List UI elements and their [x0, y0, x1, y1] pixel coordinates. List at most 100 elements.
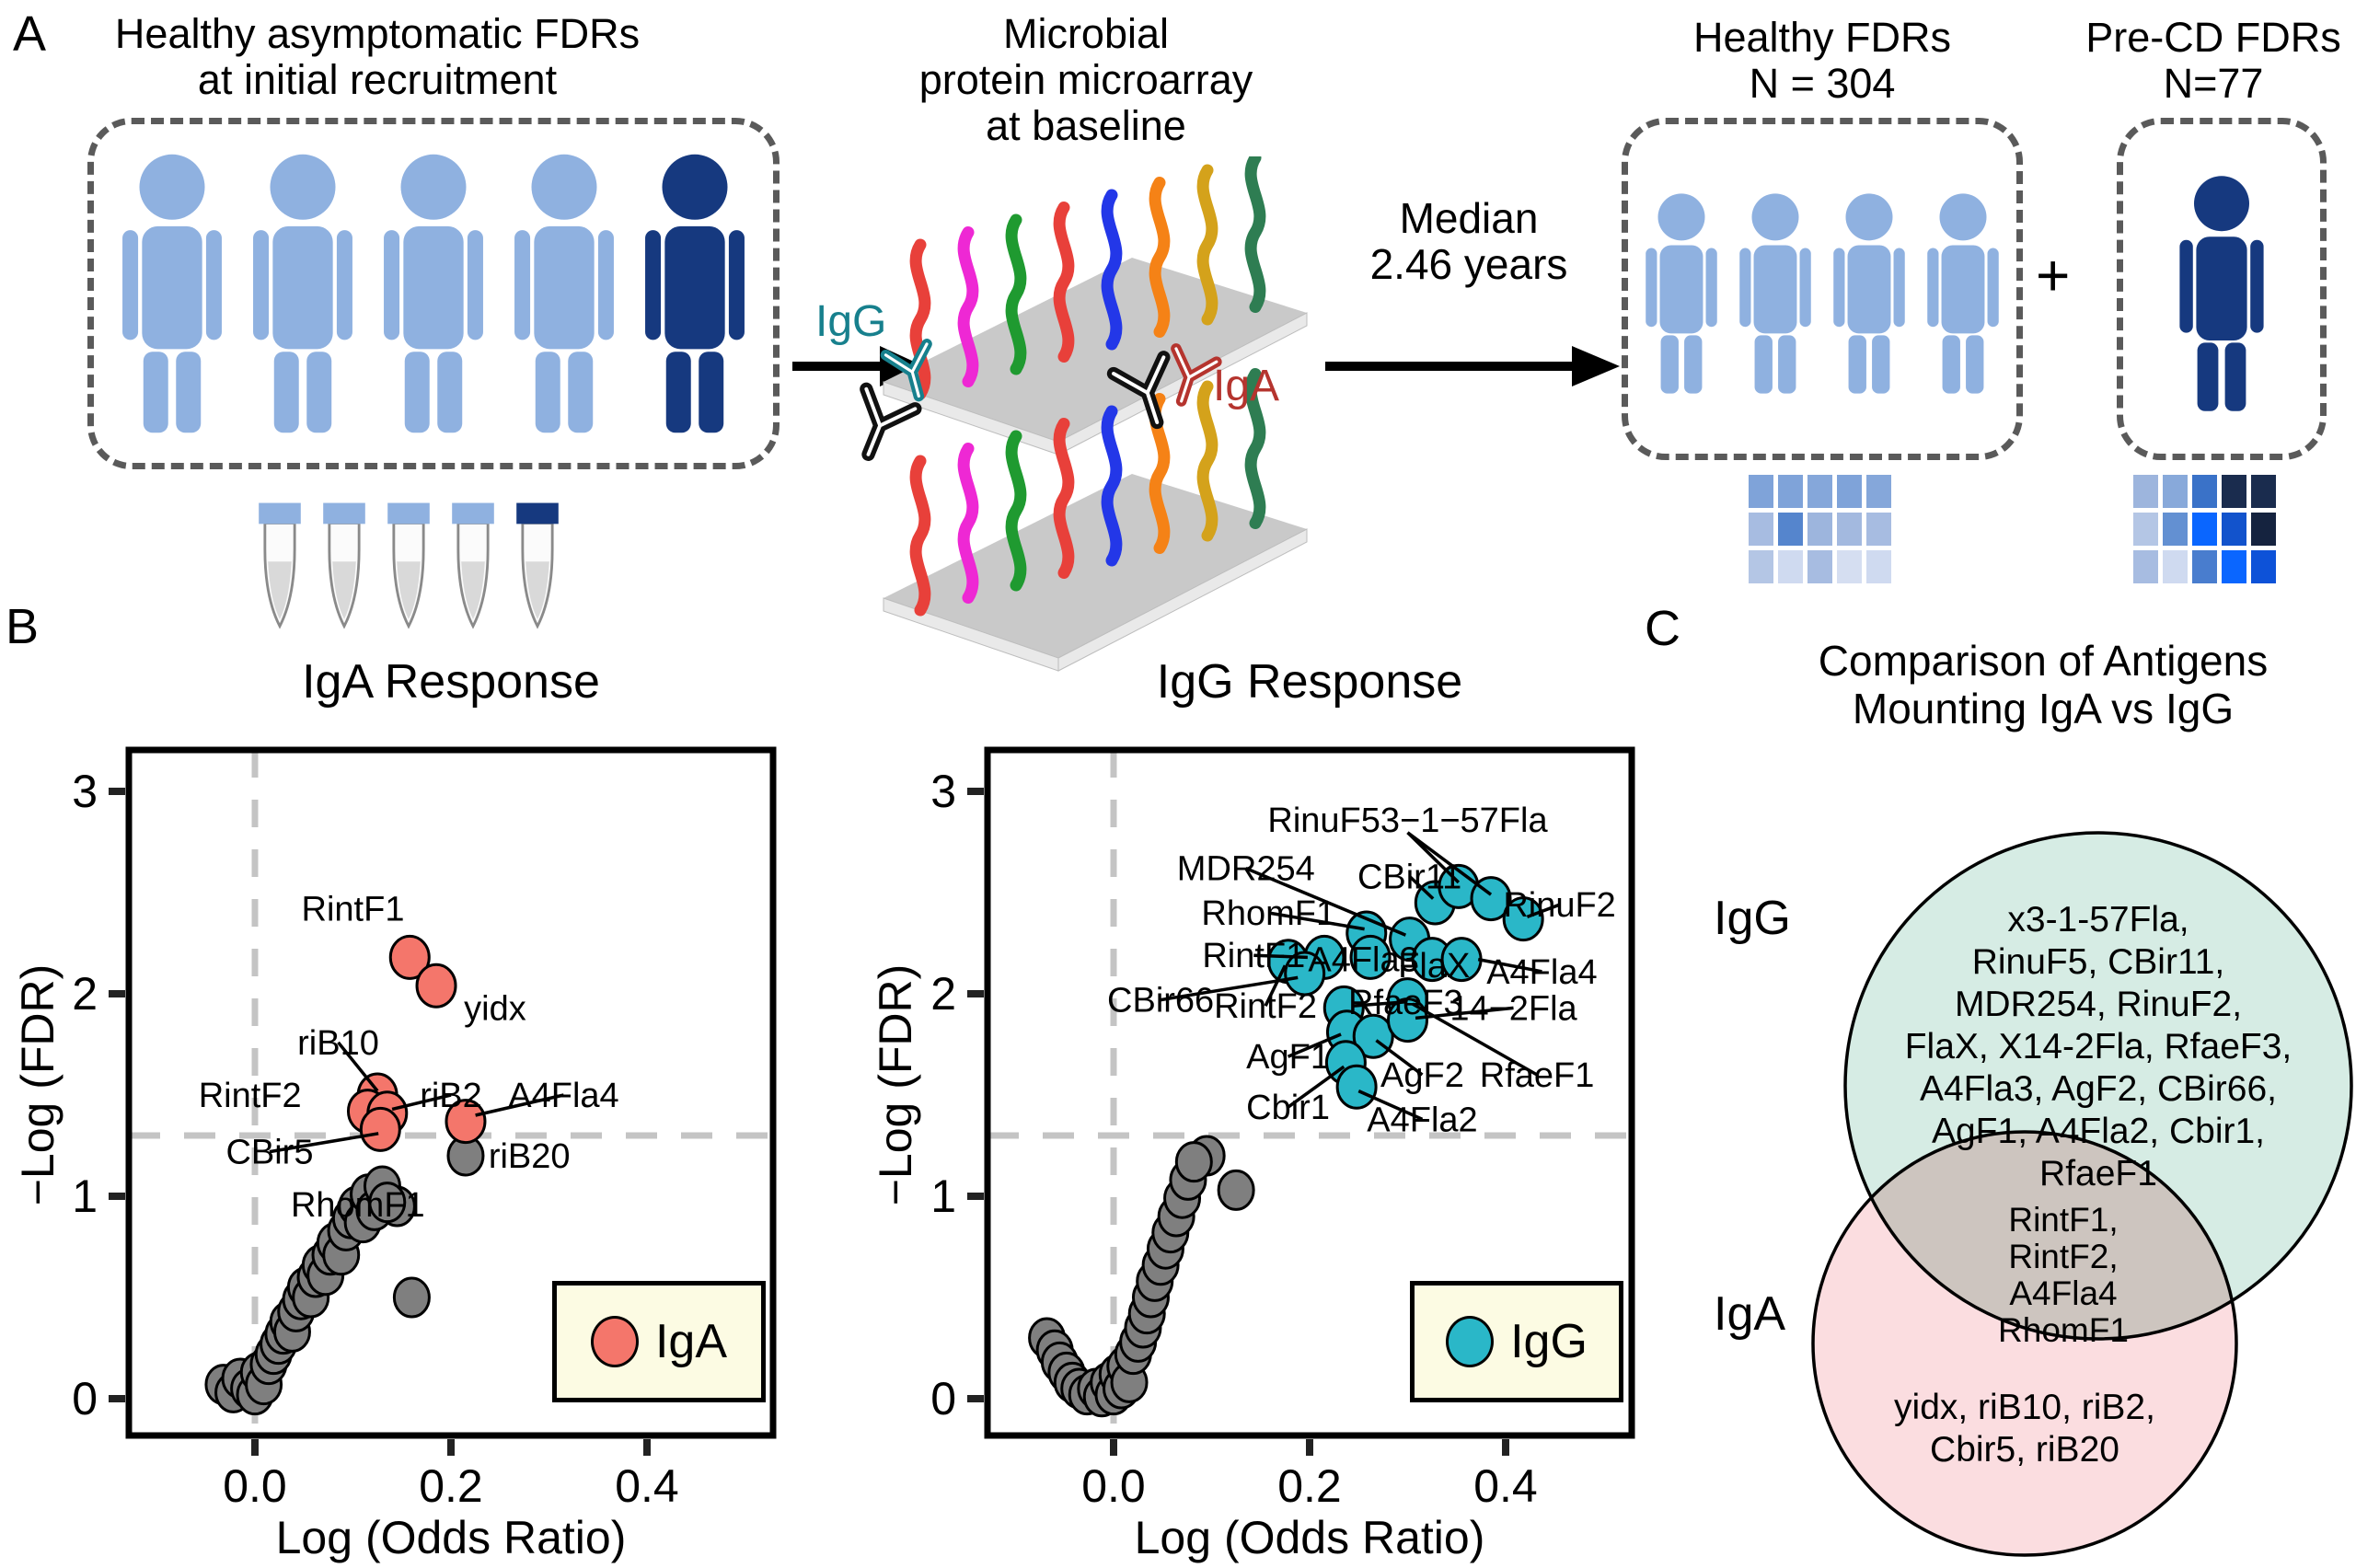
- venn-igg-text-line: AgF1, A4Fla2, Cbir1,: [1932, 1112, 2265, 1151]
- significant-point: [1284, 951, 1326, 997]
- x-tick-label: 0.2: [1277, 1460, 1342, 1512]
- person-icon: [514, 154, 614, 433]
- y-tick-label: 3: [72, 766, 98, 817]
- venn-igg-text-line: RinuF5, CBir11,: [1972, 942, 2225, 982]
- heatmap-cell: [2133, 513, 2158, 546]
- median-text: Median 2.46 years: [1314, 195, 1623, 287]
- tube-outline: [392, 521, 425, 629]
- heatmap-cell: [2192, 550, 2217, 583]
- person-part: [2179, 239, 2193, 333]
- median-line1: Median: [1399, 194, 1539, 242]
- tube-cap: [259, 502, 301, 525]
- person-part: [568, 352, 594, 433]
- heatmap-cell: [1778, 513, 1803, 546]
- iga-legend-label: IgA: [654, 1315, 728, 1368]
- venn-iga-label: IgA: [1714, 1287, 1786, 1341]
- point-label: yidx: [464, 989, 526, 1028]
- heatmap-cell: [1837, 550, 1862, 583]
- point-label: 14−2Fla: [1449, 989, 1577, 1028]
- plot-title: IgA Response: [302, 655, 600, 709]
- tube-liquid: [525, 561, 549, 619]
- precd-fdrs-title: Pre-CD FDRs N=77: [2071, 15, 2356, 107]
- person-part: [1751, 193, 1799, 241]
- tube-outline: [328, 521, 361, 629]
- person-part: [1941, 245, 1985, 334]
- person-part: [1987, 248, 1999, 328]
- person-part: [534, 225, 595, 350]
- antibody-icon: [1106, 351, 1171, 430]
- point-label: A4Fla4: [1486, 953, 1597, 992]
- y-tick-label: 1: [930, 1170, 956, 1222]
- protein-strand: [909, 455, 931, 617]
- heatmap-cell: [2192, 513, 2217, 546]
- tube-cap: [452, 502, 494, 525]
- igg-legend: IgG: [1410, 1281, 1623, 1402]
- label-leader: [1408, 875, 1435, 900]
- label-leader: [1245, 866, 1407, 937]
- label-leader: [1526, 903, 1561, 919]
- person-part: [467, 230, 483, 340]
- heatmap-cell: [1866, 475, 1891, 508]
- label-leader: [1253, 953, 1308, 960]
- x-tick-label: 0.2: [419, 1460, 483, 1512]
- label-leader: [1264, 964, 1287, 1007]
- label-leader: [1357, 1090, 1424, 1121]
- igg-legend-dot: [1446, 1316, 1495, 1367]
- person-part: [384, 230, 400, 340]
- tube-liquid: [332, 561, 356, 619]
- point-label: CBir11: [1357, 858, 1461, 896]
- antibody-highlight: [884, 342, 929, 398]
- person-part: [122, 230, 139, 340]
- antibody-highlight: [1174, 347, 1218, 403]
- venn-igg-text-line: MDR254, RinuF2,: [1955, 985, 2242, 1024]
- antibody-icon: [1171, 343, 1222, 407]
- venn-igg-text-line: x3-1-57Fla,: [2007, 900, 2189, 940]
- arrow-head: [1572, 346, 1620, 386]
- significant-point: [1335, 1064, 1378, 1110]
- point-label: RfaeF1: [1480, 1056, 1595, 1095]
- y-tick-label: 0: [72, 1373, 98, 1424]
- venn-igg-text-line: A4Fla3, AgF2, CBir66,: [1920, 1069, 2277, 1109]
- person-part: [1845, 193, 1893, 241]
- protein-strand: [1053, 418, 1075, 579]
- person-part: [1893, 248, 1905, 328]
- person-part: [1646, 248, 1657, 328]
- heatmap-cell: [2222, 475, 2246, 508]
- venn-overlap: [1845, 1132, 2236, 1339]
- venn-igg-text-line: FlaX, X14-2Fla, RfaeF3,: [1905, 1027, 2292, 1066]
- protein-strand: [1005, 430, 1027, 592]
- label-leader: [1267, 911, 1365, 931]
- person-part: [176, 352, 202, 433]
- sample-tube-icon: [259, 502, 301, 629]
- cohort-title-line1: Healthy asymptomatic FDRs: [114, 10, 641, 57]
- y-axis-label: −Log (FDR): [870, 964, 921, 1206]
- point-label: RinuF53−1−57Fla: [1267, 801, 1548, 840]
- y-axis-label: −Log (FDR): [12, 964, 64, 1206]
- person-part: [205, 230, 222, 340]
- person-icon: [384, 154, 483, 433]
- protein-strand: [1149, 177, 1171, 338]
- x-axis-label: Log (Odds Ratio): [276, 1512, 627, 1563]
- point-label: CBir66: [1107, 982, 1214, 1020]
- label-leader: [475, 1093, 564, 1117]
- sample-tube-icon: [452, 502, 494, 629]
- significant-point: [415, 963, 457, 1009]
- person-part: [1927, 248, 1939, 328]
- protein-strand: [1101, 189, 1123, 351]
- point-label: riB20: [489, 1137, 571, 1176]
- person-part: [699, 352, 724, 433]
- sample-tubes: [253, 495, 564, 635]
- person-part: [273, 352, 299, 433]
- point-label: MDR254: [1177, 850, 1315, 889]
- protein-strand: [1101, 405, 1123, 567]
- heatmap-cell: [1807, 513, 1832, 546]
- x-tick-label: 0.4: [615, 1460, 679, 1512]
- baseline-cohort-persons: [107, 139, 760, 448]
- person-icon: [1646, 193, 1717, 394]
- point-label: RintF1: [302, 891, 405, 929]
- person-icon: [1927, 193, 1999, 394]
- microarray-title-line2: protein microarray: [918, 56, 1253, 103]
- person-part: [514, 230, 531, 340]
